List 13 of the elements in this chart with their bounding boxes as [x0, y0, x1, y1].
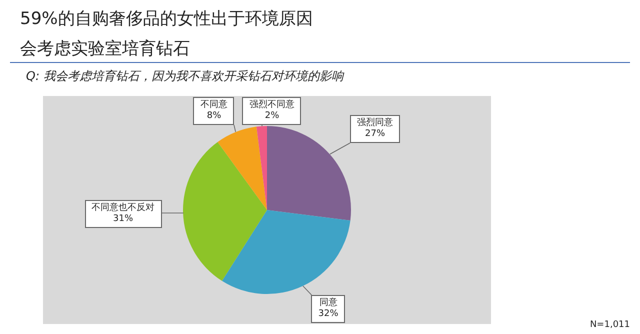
chart-subtitle: Q: 我会考虑培育钻石，因为我不喜欢开采钻石对环境的影响 [26, 68, 344, 85]
data-label: 2% [264, 111, 280, 121]
text: N=1,011 [590, 320, 630, 330]
data-label: 31% [113, 214, 134, 224]
slice-label: 不同意也不反对 [92, 202, 155, 213]
slice-label: 强烈不同意 [249, 100, 294, 110]
slice-label: 同意 [319, 298, 338, 308]
slice-label: 强烈同意 [357, 118, 394, 128]
data-label: 27% [365, 129, 386, 140]
data-label: 32% [318, 309, 338, 319]
data-label: 8% [206, 111, 222, 121]
slice-label: 不同意 [200, 100, 228, 110]
chart-title: 59%的自购奢侈品的女性出于环境原因会考虑实验室培育钻石 [20, 8, 314, 61]
